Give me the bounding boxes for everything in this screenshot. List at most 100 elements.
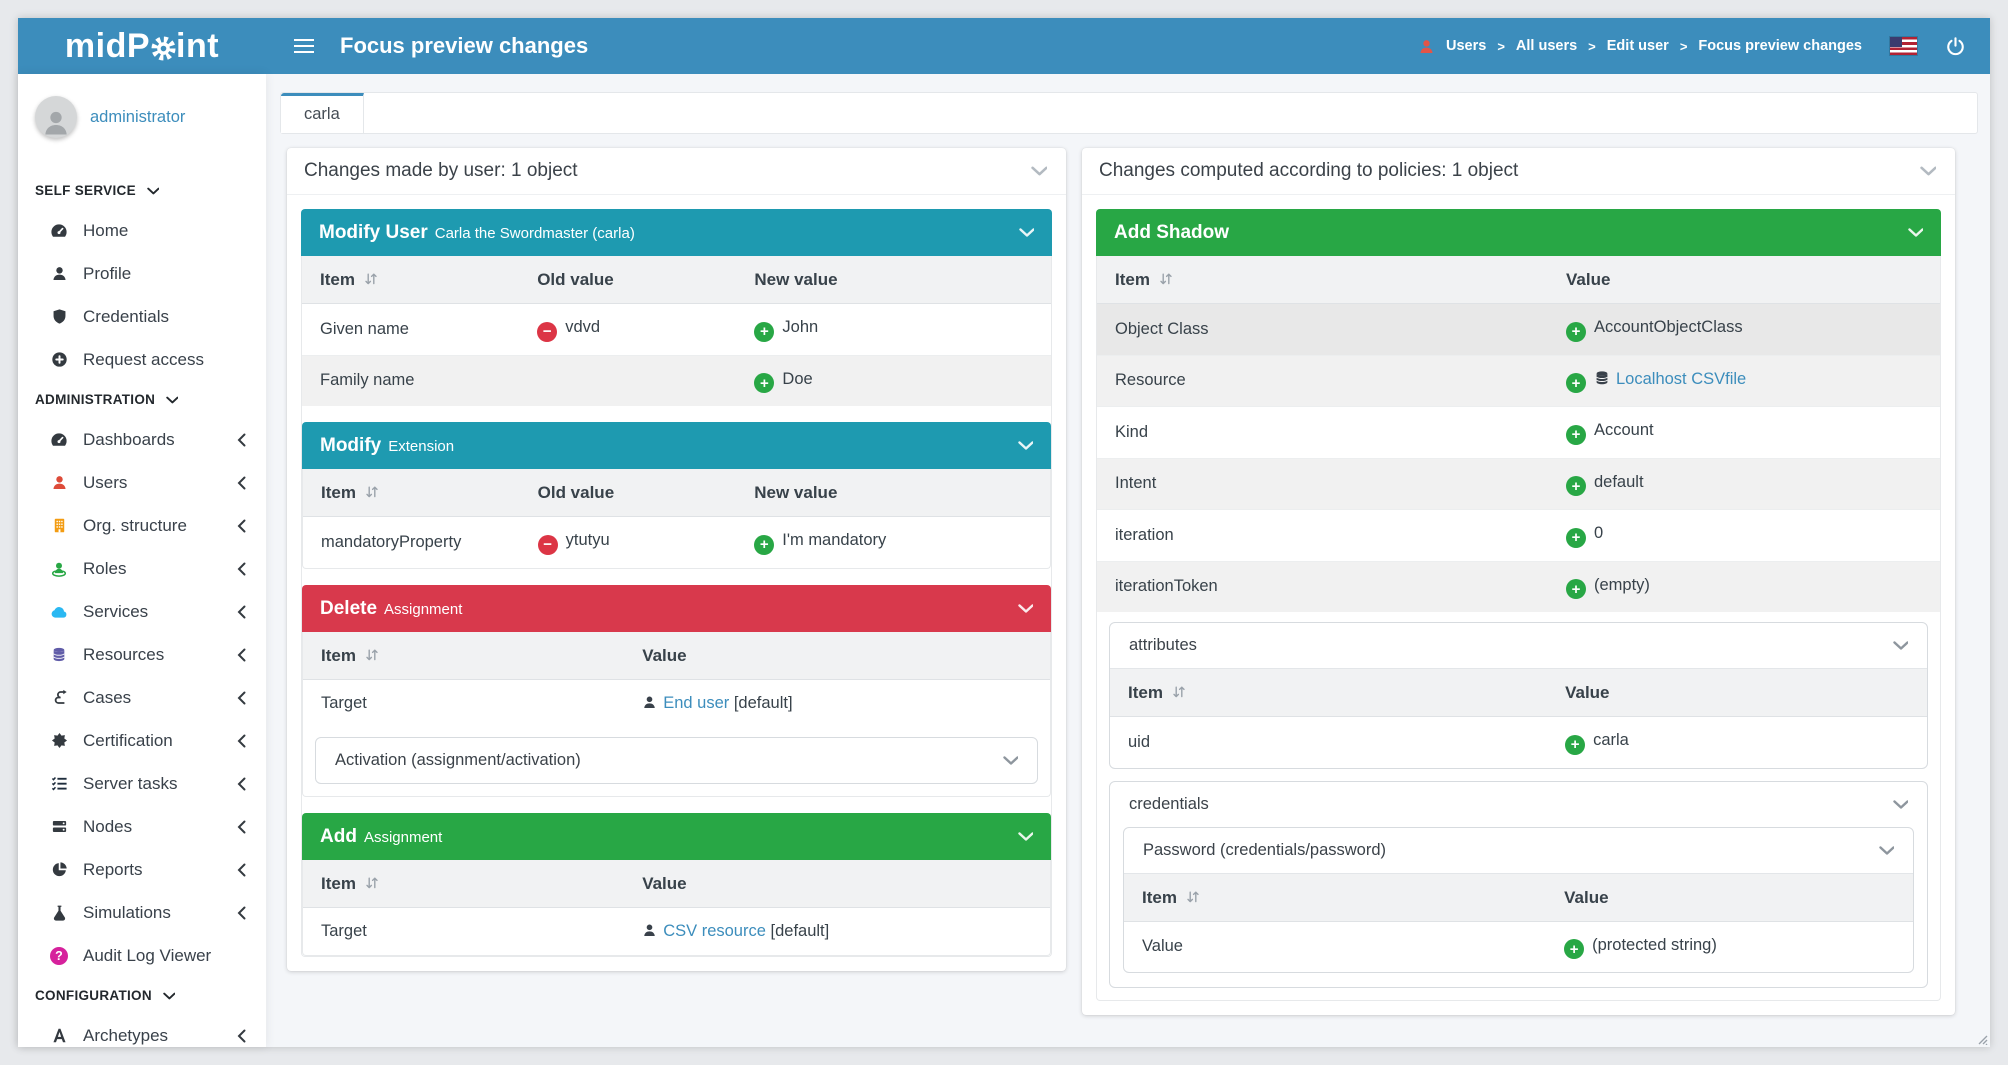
chevron-down-icon[interactable]	[1003, 755, 1018, 765]
activation-header[interactable]: Activation (assignment/activation)	[316, 738, 1037, 783]
new-value-cell: + I'm mandatory	[736, 517, 1050, 568]
delete-value-icon: −	[537, 321, 558, 342]
tab-carla[interactable]: carla	[281, 93, 364, 133]
table-row: Family name + Doe	[302, 355, 1051, 406]
sidebar-username-link[interactable]: administrator	[90, 107, 186, 126]
sidebar-item-nodes[interactable]: Nodes	[18, 805, 266, 848]
modify-extension-box: Modify Extension Item	[302, 422, 1051, 569]
box-subject-label: Extension	[388, 438, 455, 455]
breadcrumb-separator: >	[1497, 38, 1505, 54]
chevron-down-icon[interactable]	[1019, 228, 1034, 237]
person-icon	[642, 923, 657, 938]
sidebar-item-archetypes[interactable]: Archetypes	[18, 1014, 266, 1057]
menu-item-label: Profile	[83, 263, 132, 283]
sidebar-item-cases[interactable]: Cases	[18, 676, 266, 719]
sort-icon[interactable]	[364, 272, 378, 286]
column-header-item: Item	[303, 469, 520, 517]
add-value-icon: +	[754, 534, 775, 555]
sort-icon[interactable]	[365, 876, 379, 890]
angle-left-icon	[237, 820, 246, 834]
sidebar-item-reports[interactable]: Reports	[18, 848, 266, 891]
sidebar-section-self-service[interactable]: SELF SERVICE	[18, 172, 266, 209]
menu-item-label: Credentials	[83, 306, 169, 326]
inset-title: attributes	[1129, 636, 1197, 654]
sidebar-item-dashboards[interactable]: Dashboards	[18, 418, 266, 461]
sidebar-item-credentials[interactable]: Credentials	[18, 295, 266, 338]
add-shadow-box: Add Shadow Item Value	[1096, 209, 1941, 1001]
angle-left-icon	[237, 691, 246, 705]
attributes-header[interactable]: attributes	[1110, 623, 1927, 668]
delete-assignment-table: Item Value Target End us	[303, 631, 1050, 727]
language-flag-icon[interactable]	[1890, 37, 1917, 55]
sidebar-item-server-tasks[interactable]: Server tasks	[18, 762, 266, 805]
sidebar-toggle-button[interactable]	[288, 33, 320, 59]
breadcrumb-edit-user[interactable]: Edit user	[1606, 38, 1669, 54]
credentials-header[interactable]: credentials	[1110, 782, 1927, 827]
chevron-down-icon[interactable]	[1018, 441, 1033, 450]
menu-item-label: Roles	[83, 558, 127, 578]
chevron-down-icon[interactable]	[1893, 799, 1908, 809]
breadcrumb-users[interactable]: Users	[1446, 38, 1487, 54]
breadcrumb-focus-preview[interactable]: Focus preview changes	[1698, 38, 1862, 54]
sidebar-item-services[interactable]: Services	[18, 590, 266, 633]
sidebar-section-administration[interactable]: ADMINISTRATION	[18, 381, 266, 418]
midpoint-logo[interactable]: midP int	[18, 27, 266, 66]
sidebar-item-users[interactable]: Users	[18, 461, 266, 504]
collapse-chevron-icon[interactable]	[1918, 164, 1938, 178]
angle-left-icon	[237, 1029, 246, 1043]
value-cell: + default	[1548, 458, 1940, 510]
sidebar-section-configuration[interactable]: CONFIGURATION	[18, 977, 266, 1014]
section-label: ADMINISTRATION	[35, 392, 156, 407]
chevron-down-icon[interactable]	[1908, 228, 1923, 237]
table-row: uid + carla	[1110, 717, 1927, 768]
sort-icon[interactable]	[365, 485, 379, 499]
chevron-down-icon[interactable]	[1018, 603, 1033, 613]
add-shadow-header[interactable]: Add Shadow	[1096, 209, 1941, 256]
collapse-chevron-icon[interactable]	[1029, 164, 1049, 178]
chevron-down-icon[interactable]	[1018, 831, 1033, 841]
sidebar-item-audit-log-viewer[interactable]: ? Audit Log Viewer	[18, 934, 266, 977]
column-header-item: Item	[1110, 669, 1548, 717]
value-cell: + Account	[1548, 406, 1940, 459]
add-assignment-table: Item Value Target CSV re	[303, 859, 1050, 955]
add-value-icon: +	[1565, 734, 1586, 755]
sort-icon[interactable]	[1172, 685, 1186, 699]
sidebar-item-home[interactable]: Home	[18, 209, 266, 252]
chevron-down-icon[interactable]	[1879, 845, 1894, 855]
password-header[interactable]: Password (credentials/password)	[1124, 828, 1913, 873]
item-cell: Intent	[1097, 458, 1548, 510]
target-link[interactable]: CSV resource	[663, 921, 766, 940]
sidebar-item-resources[interactable]: Resources	[18, 633, 266, 676]
question-circle-icon: ?	[47, 946, 71, 965]
resize-grip[interactable]	[1974, 1031, 1988, 1045]
sidebar-item-request-access[interactable]: Request access	[18, 338, 266, 381]
sort-icon[interactable]	[1159, 272, 1173, 286]
role-icon	[47, 560, 71, 578]
sort-icon[interactable]	[365, 648, 379, 662]
menu-item-label: Simulations	[83, 902, 171, 922]
column-header-item: Item	[1097, 256, 1548, 304]
target-link[interactable]: End user	[663, 693, 730, 712]
breadcrumb-all-users[interactable]: All users	[1515, 38, 1578, 54]
value-cell: + Localhost CSVfile	[1548, 355, 1940, 407]
sidebar-item-certification[interactable]: Certification	[18, 719, 266, 762]
chevron-down-icon[interactable]	[1893, 641, 1908, 650]
angle-left-icon	[237, 777, 246, 791]
box-subject-label: Carla the Swordmaster (carla)	[434, 225, 635, 242]
sidebar-item-org-structure[interactable]: Org. structure	[18, 504, 266, 547]
logout-power-icon[interactable]	[1945, 36, 1966, 57]
sidebar-item-roles[interactable]: Roles	[18, 547, 266, 590]
menu-item-label: Audit Log Viewer	[83, 945, 212, 965]
modify-user-header[interactable]: Modify User Carla the Swordmaster (carla…	[301, 209, 1052, 256]
sidebar-item-simulations[interactable]: Simulations	[18, 891, 266, 934]
sidebar-item-profile[interactable]: Profile	[18, 252, 266, 295]
modify-extension-header[interactable]: Modify Extension	[302, 422, 1051, 469]
panel-title: Changes computed according to policies: …	[1099, 160, 1519, 181]
box-action-label: Delete	[320, 597, 378, 619]
sort-icon[interactable]	[1186, 890, 1200, 904]
add-assignment-header[interactable]: Add Assignment	[302, 812, 1051, 860]
user-panel: administrator	[18, 94, 266, 158]
delete-assignment-header[interactable]: Delete Assignment	[302, 584, 1051, 632]
resource-link[interactable]: Localhost CSVfile	[1616, 369, 1747, 388]
value-cell: + carla	[1547, 717, 1927, 768]
